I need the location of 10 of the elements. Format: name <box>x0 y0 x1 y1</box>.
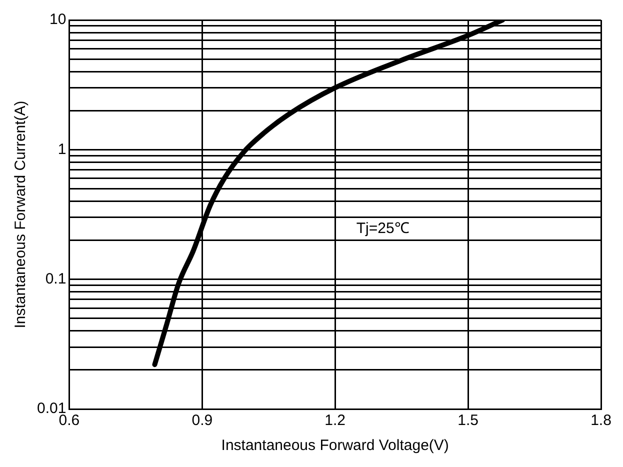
y-tick-label: 10 <box>50 11 66 28</box>
y-axis-title: Instantaneous Forward Current(A) <box>12 100 30 328</box>
x-tick-label: 0.9 <box>192 412 213 430</box>
y-tick-label: 1 <box>58 140 66 158</box>
annotation: Tj=25℃ <box>356 220 410 238</box>
y-tick-label: 0.1 <box>45 270 66 288</box>
x-tick-label: 1.5 <box>458 412 478 430</box>
x-axis-title: Instantaneous Forward Voltage(V) <box>221 437 449 454</box>
x-tick-label: 1.2 <box>324 412 346 430</box>
x-tick-label: 1.8 <box>590 412 612 430</box>
